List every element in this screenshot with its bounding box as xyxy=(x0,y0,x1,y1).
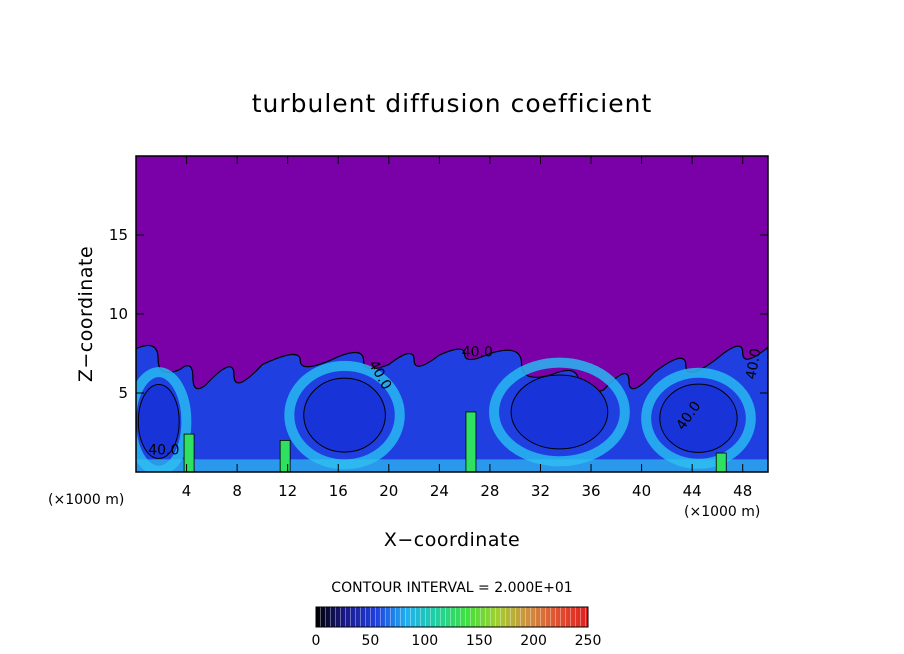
x-tick-label: 28 xyxy=(480,482,499,500)
surface-layer xyxy=(136,459,768,472)
x-tick-label: 8 xyxy=(232,482,242,500)
colorbar-tick-label: 0 xyxy=(312,633,321,649)
chart-title: turbulent diffusion coefficient xyxy=(252,89,653,118)
x-tick-label: 48 xyxy=(733,482,752,500)
colorbar-tick-label: 150 xyxy=(466,633,493,649)
updraft-column xyxy=(183,433,195,472)
x-unit-label-right: (×1000 m) xyxy=(684,504,760,520)
x-ticks: 4 8 12 16 20 24 28 32 36 40 44 48 xyxy=(182,156,752,500)
x-tick-label: 16 xyxy=(329,482,348,500)
x-tick-label: 20 xyxy=(379,482,398,500)
x-tick-label: 32 xyxy=(531,482,550,500)
contour-label: 40.0 xyxy=(148,443,179,459)
colorbar-tick-label: 250 xyxy=(575,633,602,649)
updraft-column xyxy=(279,439,291,472)
y-tick-label: 5 xyxy=(118,384,128,402)
x-unit-label-left: (×1000 m) xyxy=(48,492,124,508)
x-tick-label: 36 xyxy=(581,482,600,500)
plot-area: 40.040.040.040.040.0 4 8 12 16 20 24 28 32 36 40 4… xyxy=(109,155,769,500)
colorbar-stripes xyxy=(316,607,588,627)
x-tick-label: 40 xyxy=(632,482,651,500)
y-axis-label: Z−coordinate xyxy=(75,246,97,382)
x-tick-label: 24 xyxy=(430,482,449,500)
colorbar: 0 50 100 150 200 250 xyxy=(312,606,602,649)
y-tick-label: 10 xyxy=(109,305,128,323)
colorbar-tick-label: 50 xyxy=(361,633,379,649)
colorbar-tick-label: 200 xyxy=(520,633,547,649)
x-axis-label: X−coordinate xyxy=(384,529,520,551)
contour-interval-text: CONTOUR INTERVAL = 2.000E+01 xyxy=(331,580,572,596)
colorbar-tick-label: 100 xyxy=(411,633,438,649)
updraft-column xyxy=(715,452,727,472)
colorbar-frame xyxy=(315,606,589,628)
y-tick-label: 15 xyxy=(109,226,128,244)
contour-label: 40.0 xyxy=(462,345,493,361)
y-ticks: 5 10 15 xyxy=(109,226,768,402)
cloud-cell xyxy=(137,383,180,459)
cloud-cell xyxy=(303,377,386,453)
cloud-field xyxy=(136,344,768,472)
x-tick-label: 44 xyxy=(683,482,702,500)
cloud-inner-structures xyxy=(136,357,768,472)
contour-label: 40.0 xyxy=(743,347,764,380)
updraft-column xyxy=(465,411,477,472)
x-tick-label: 4 xyxy=(182,482,192,500)
cloud-cell xyxy=(659,383,738,453)
cloud-cell xyxy=(510,374,609,450)
x-tick-label: 12 xyxy=(278,482,297,500)
colorbar-ticks: 0 50 100 150 200 250 xyxy=(312,633,602,649)
